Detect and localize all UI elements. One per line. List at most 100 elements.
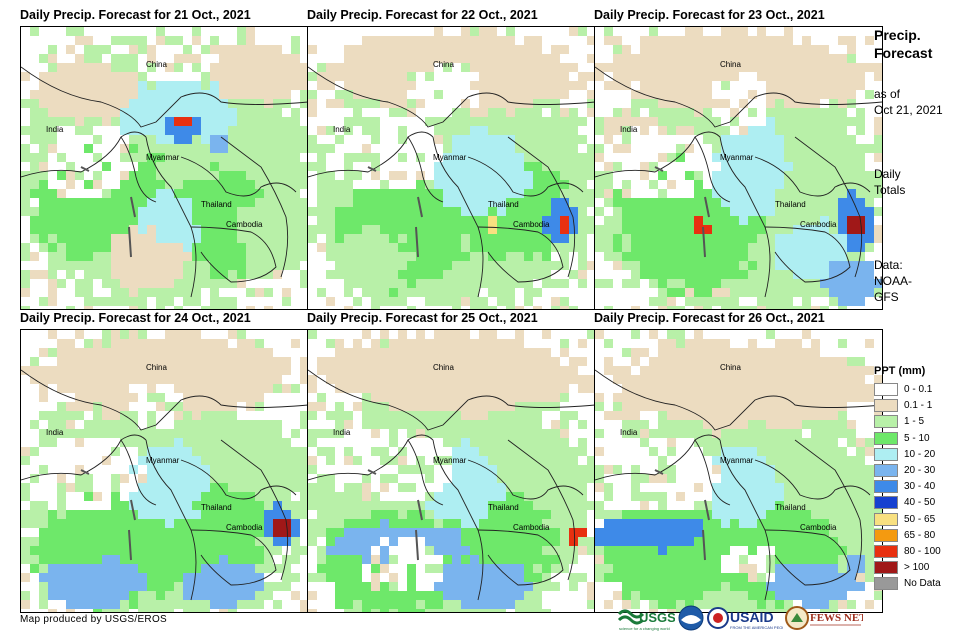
- precip-cell: [371, 36, 380, 45]
- precip-cell: [721, 510, 730, 519]
- precip-cell: [255, 90, 264, 99]
- precip-cell: [551, 438, 560, 447]
- precip-cell: [676, 36, 685, 45]
- precip-cell: [820, 546, 829, 555]
- precip-cell: [21, 591, 30, 600]
- precip-cell: [649, 330, 658, 339]
- precip-cell: [111, 288, 120, 297]
- precip-cell: [793, 411, 802, 420]
- precip-cell: [362, 126, 371, 135]
- precip-cell: [66, 375, 75, 384]
- precip-cell: [237, 375, 246, 384]
- precip-cell: [479, 501, 488, 510]
- precip-cell: [120, 225, 129, 234]
- precip-cell: [39, 501, 48, 510]
- precip-cell: [847, 207, 856, 216]
- precip-cell: [416, 339, 425, 348]
- precip-cell: [84, 393, 93, 402]
- precip-cell: [147, 45, 156, 54]
- precip-cell: [398, 72, 407, 81]
- precip-cell: [730, 600, 739, 609]
- precip-cell: [57, 411, 66, 420]
- precip-cell: [201, 519, 210, 528]
- precip-cell: [721, 225, 730, 234]
- precip-cell: [829, 573, 838, 582]
- precip-cell: [721, 144, 730, 153]
- precip-cell: [300, 144, 308, 153]
- precip-cell: [389, 420, 398, 429]
- precip-cell: [560, 261, 569, 270]
- precip-cell: [640, 36, 649, 45]
- precip-cell: [488, 207, 497, 216]
- precip-cell: [622, 591, 631, 600]
- precip-cell: [434, 261, 443, 270]
- precip-cell: [865, 465, 874, 474]
- precip-cell: [685, 81, 694, 90]
- precip-cell: [658, 492, 667, 501]
- map-label-myanmar: Myanmar: [720, 456, 754, 465]
- precip-cell: [174, 600, 183, 609]
- precip-cell: [506, 357, 515, 366]
- precip-cell: [308, 573, 317, 582]
- map-label-china: China: [720, 60, 741, 69]
- precip-cell: [793, 474, 802, 483]
- precip-cell: [183, 366, 192, 375]
- precip-cell: [676, 411, 685, 420]
- precip-cell: [335, 375, 344, 384]
- precip-cell: [595, 234, 604, 243]
- precip-cell: [425, 420, 434, 429]
- precip-cell: [84, 234, 93, 243]
- precip-cell: [739, 393, 748, 402]
- precip-cell: [479, 144, 488, 153]
- precip-cell: [506, 465, 515, 474]
- precip-cell: [784, 510, 793, 519]
- precip-cell: [757, 207, 766, 216]
- precip-cell: [291, 54, 300, 63]
- precip-cell: [156, 357, 165, 366]
- precip-cell: [569, 117, 578, 126]
- precip-cell: [811, 357, 820, 366]
- precip-cell: [335, 357, 344, 366]
- precip-cell: [353, 234, 362, 243]
- precip-cell: [829, 474, 838, 483]
- precip-cell: [219, 306, 228, 309]
- precip-cell: [264, 438, 273, 447]
- precip-cell: [255, 252, 264, 261]
- precip-cell: [766, 90, 775, 99]
- precip-cell: [264, 45, 273, 54]
- precip-cell: [201, 537, 210, 546]
- precip-cell: [820, 171, 829, 180]
- precip-cell: [784, 207, 793, 216]
- precip-cell: [129, 261, 138, 270]
- precip-cell: [470, 225, 479, 234]
- precip-cell: [75, 375, 84, 384]
- precip-cell: [335, 348, 344, 357]
- precip-cell: [524, 465, 533, 474]
- precip-cell: [111, 402, 120, 411]
- precip-cell: [362, 582, 371, 591]
- precip-cell: [470, 288, 479, 297]
- precip-cell: [461, 279, 470, 288]
- precip-cell: [856, 447, 865, 456]
- precip-cell: [102, 252, 111, 261]
- precip-cell: [129, 135, 138, 144]
- precip-cell: [667, 288, 676, 297]
- forecast-panel-22: Daily Precip. Forecast for 22 Oct., 2021…: [307, 8, 596, 310]
- precip-cell: [784, 357, 793, 366]
- precip-cell: [721, 99, 730, 108]
- precip-cell: [335, 261, 344, 270]
- precip-cell: [802, 36, 811, 45]
- precip-cell: [524, 573, 533, 582]
- precip-cell: [407, 609, 416, 612]
- precip-cell: [811, 429, 820, 438]
- precip-cell: [192, 528, 201, 537]
- precip-cell: [407, 225, 416, 234]
- precip-cell: [595, 447, 604, 456]
- precip-cell: [649, 609, 658, 612]
- precip-cell: [371, 243, 380, 252]
- precip-cell: [129, 555, 138, 564]
- precip-cell: [66, 81, 75, 90]
- precip-cell: [192, 510, 201, 519]
- precip-cell: [551, 501, 560, 510]
- precip-cell: [120, 198, 129, 207]
